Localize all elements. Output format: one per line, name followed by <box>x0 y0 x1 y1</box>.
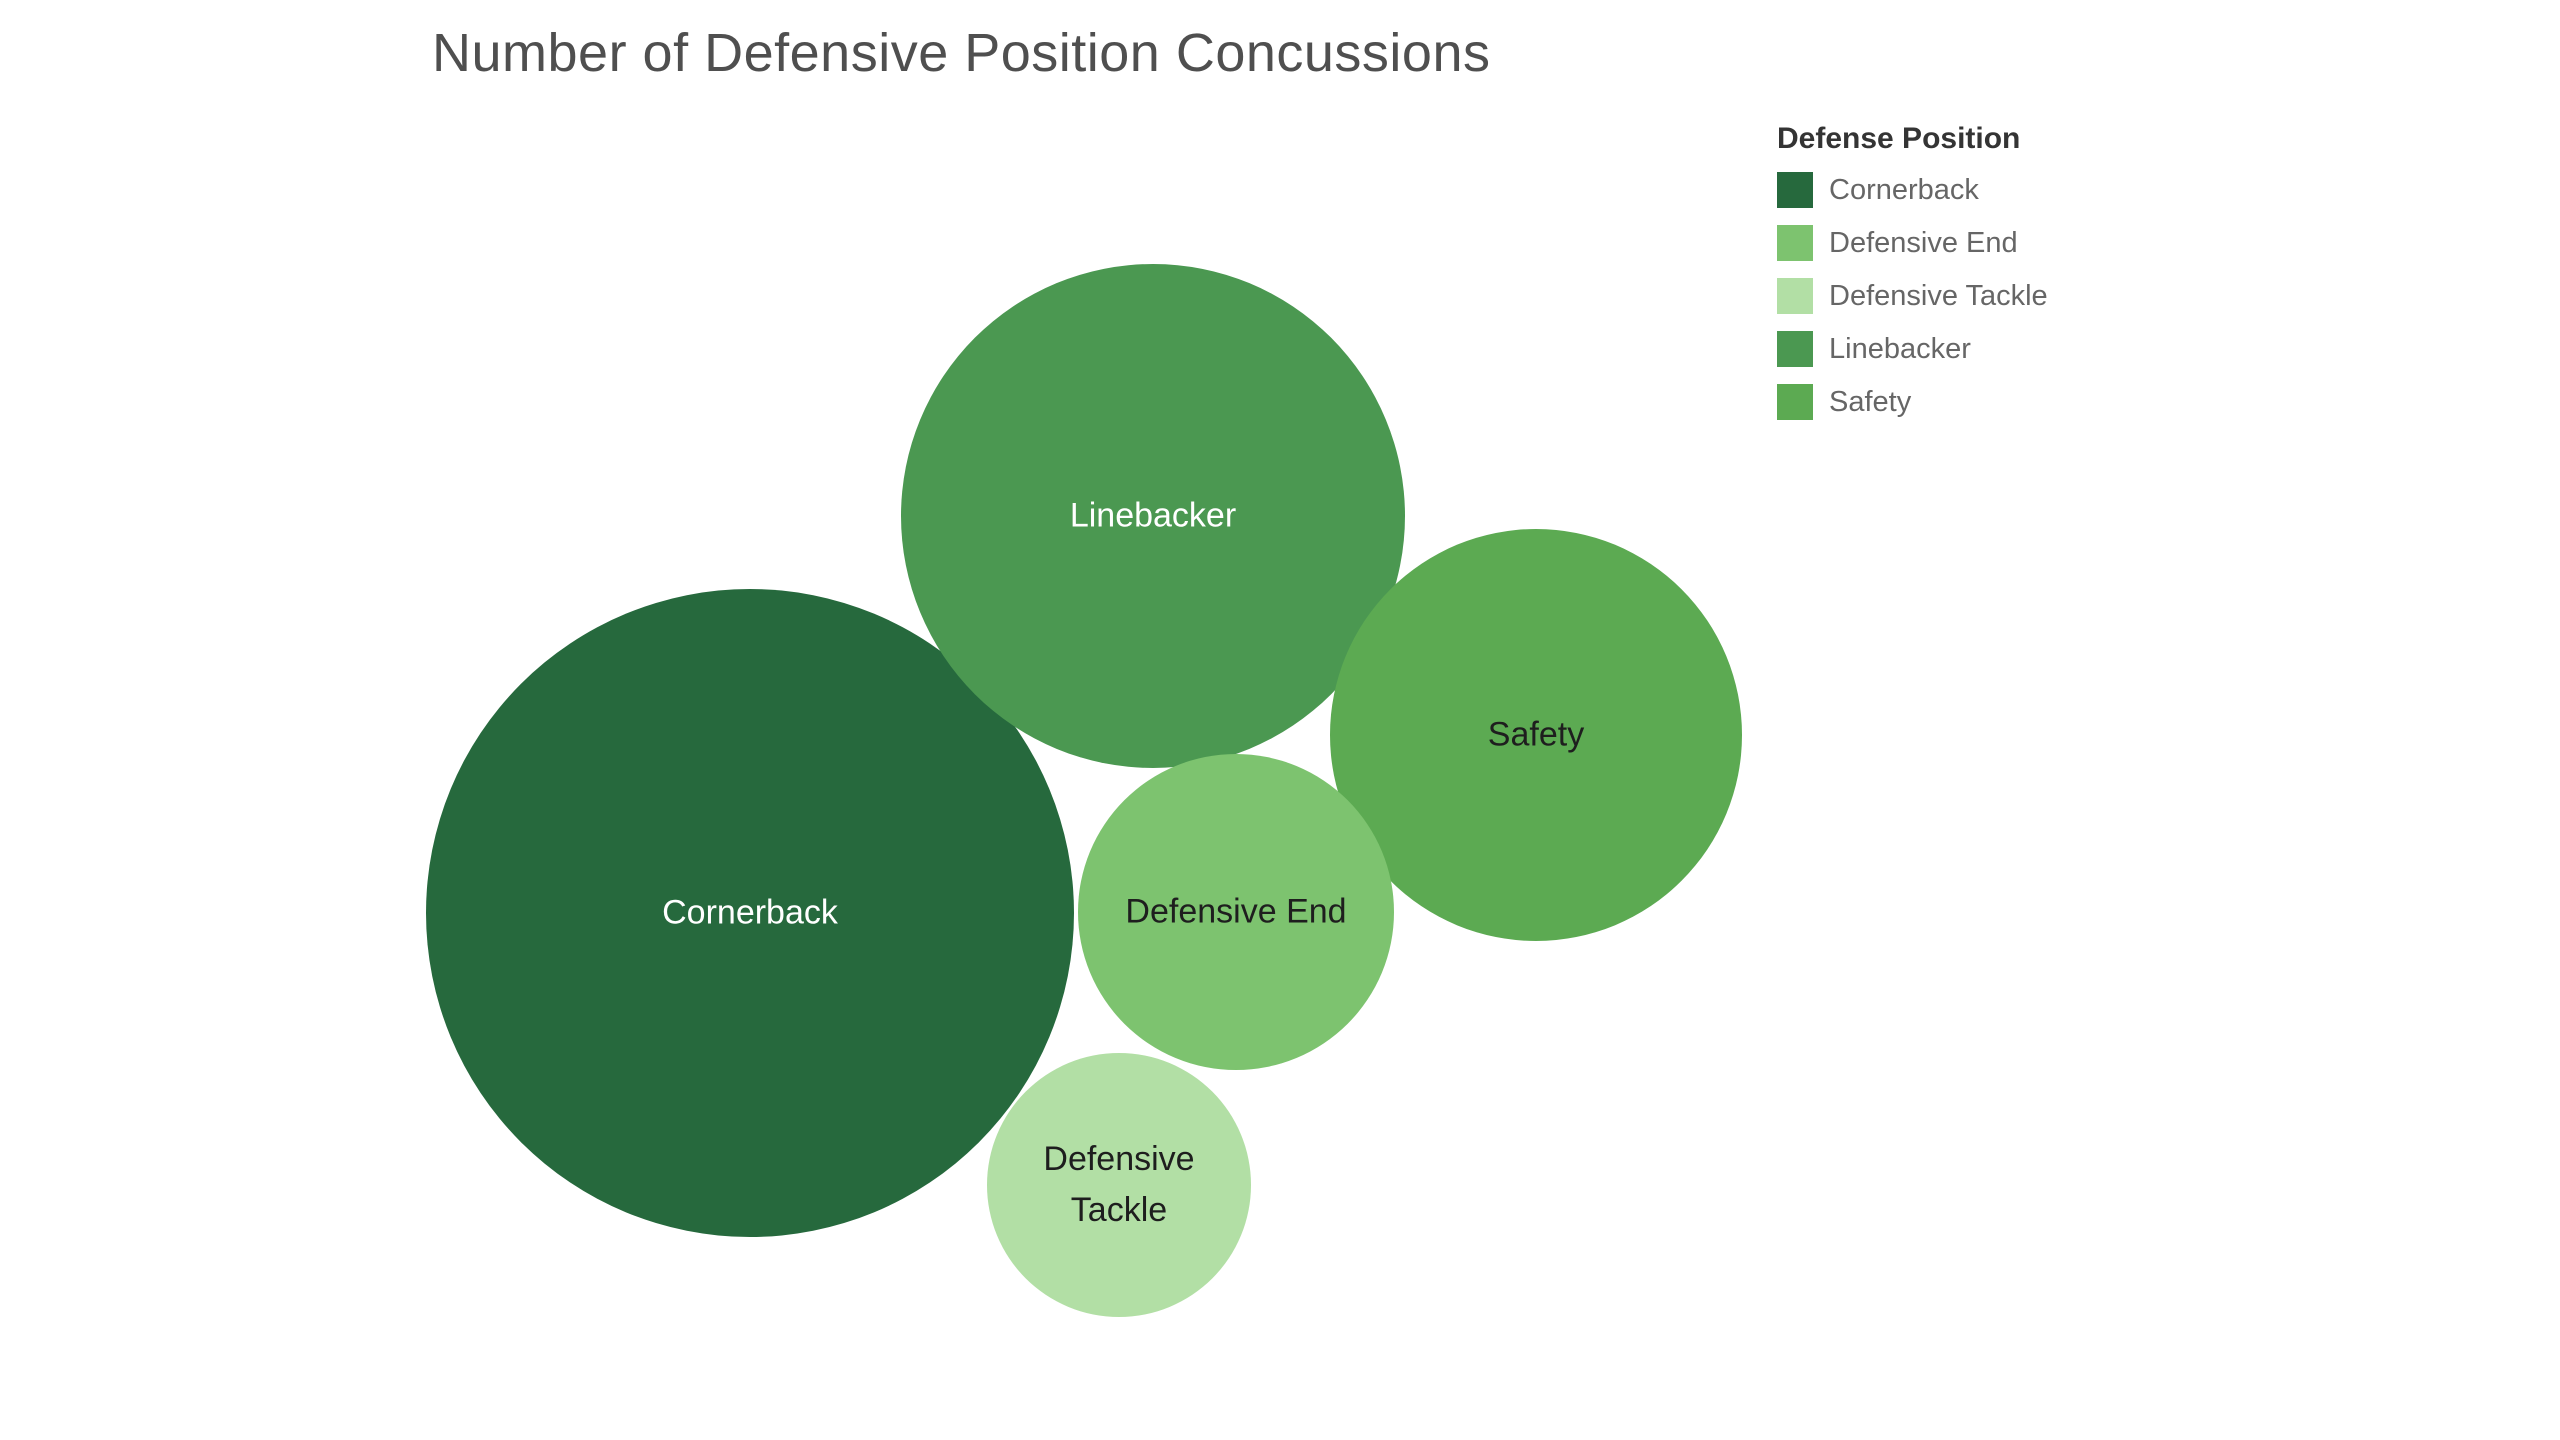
legend-swatch-cornerback <box>1777 172 1813 208</box>
legend-item-label: Linebacker <box>1829 332 1971 365</box>
chart-title: Number of Defensive Position Concussions <box>432 23 1491 83</box>
bubble-safety[interactable]: Safety <box>1330 529 1742 941</box>
legend-item-defensive-tackle[interactable]: Defensive Tackle <box>1777 278 2048 314</box>
bubble-label-defensive-end: Defensive End <box>1125 892 1347 931</box>
legend-item-label: Defensive Tackle <box>1829 279 2048 312</box>
legend-item-defensive-end[interactable]: Defensive End <box>1777 225 2048 261</box>
bubble-defensive-tackle[interactable]: Defensive Tackle <box>987 1053 1251 1317</box>
legend-title: Defense Position <box>1777 122 2021 155</box>
legend-item-cornerback[interactable]: Cornerback <box>1777 172 2048 208</box>
legend-swatch-defensive-end <box>1777 225 1813 261</box>
legend-item-safety[interactable]: Safety <box>1777 384 2048 420</box>
bubble-defensive-end[interactable]: Defensive End <box>1078 754 1394 1070</box>
legend: Defense Position Cornerback Defensive End… <box>1777 122 2048 437</box>
bubble-label-linebacker: Linebacker <box>1069 496 1237 535</box>
legend-swatch-safety <box>1777 384 1813 420</box>
bubble-label-safety: Safety <box>1487 715 1585 754</box>
legend-item-linebacker[interactable]: Linebacker <box>1777 331 2048 367</box>
legend-item-label: Cornerback <box>1829 173 1979 206</box>
legend-swatch-linebacker <box>1777 331 1813 367</box>
bubble-cornerback[interactable]: Cornerback <box>426 589 1074 1237</box>
legend-items: Cornerback Defensive End Defensive Tackle L… <box>1777 172 2048 420</box>
legend-swatch-defensive-tackle <box>1777 278 1813 314</box>
legend-item-label: Defensive End <box>1829 226 2018 259</box>
bubble-linebacker[interactable]: Linebacker <box>901 264 1405 768</box>
legend-item-label: Safety <box>1829 385 1912 418</box>
bubble-label-defensive-tackle: Defensive Tackle <box>1043 1140 1195 1229</box>
bubble-label-cornerback: Cornerback <box>662 893 838 932</box>
